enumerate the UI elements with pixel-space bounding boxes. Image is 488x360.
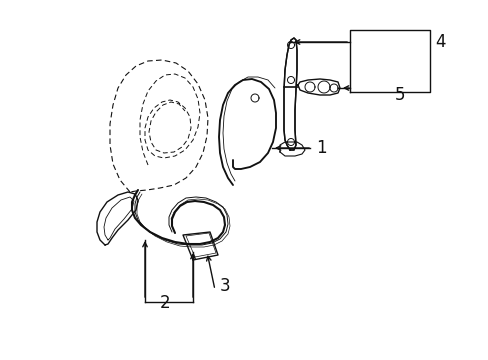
Text: 3: 3 (220, 277, 230, 295)
Text: 1: 1 (315, 139, 326, 157)
Text: 2: 2 (160, 294, 170, 312)
Text: 5: 5 (394, 86, 405, 104)
Polygon shape (284, 38, 296, 150)
Text: 4: 4 (434, 33, 445, 51)
